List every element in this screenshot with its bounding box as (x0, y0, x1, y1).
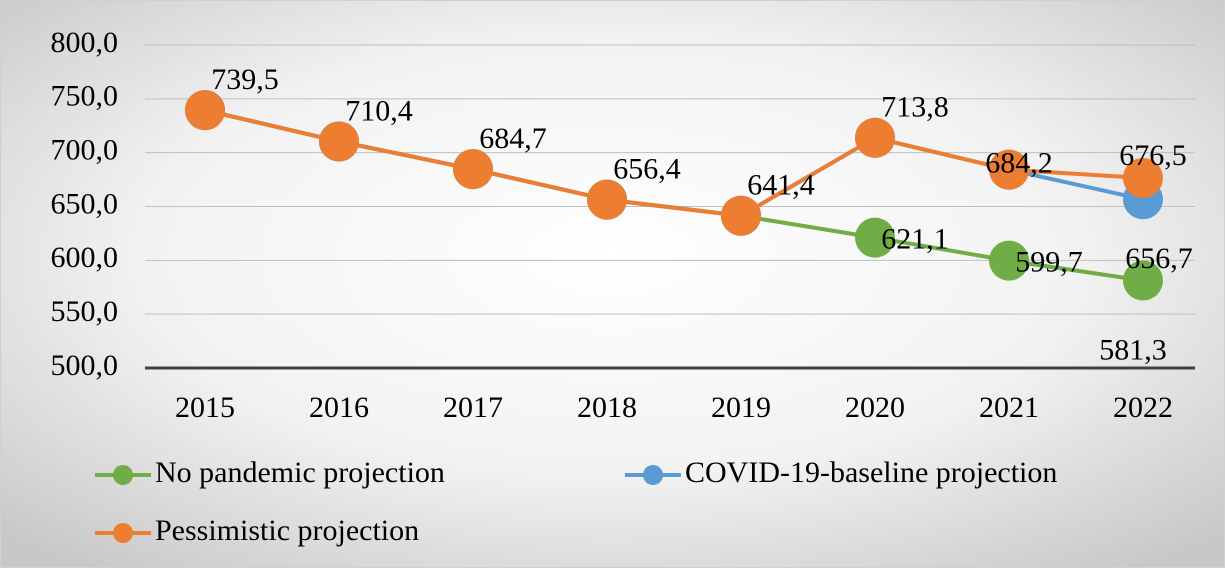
data-label: 710,4 (345, 94, 413, 127)
x-tick-label: 2017 (443, 391, 503, 424)
data-label: 641,4 (747, 169, 815, 202)
marker (989, 149, 1029, 190)
x-tick-label: 2021 (979, 391, 1039, 424)
marker (453, 149, 493, 190)
x-tick-label: 2020 (845, 391, 905, 424)
y-tick-label: 800,0 (51, 26, 119, 59)
legend-label: No pandemic projection (155, 456, 445, 489)
data-label: 656,4 (613, 152, 681, 185)
marker (587, 179, 627, 220)
x-tick-label: 2015 (175, 391, 235, 424)
y-tick-label: 500,0 (51, 349, 119, 382)
x-tick-label: 2022 (1113, 391, 1173, 424)
marker (855, 117, 895, 158)
y-tick-label: 750,0 (51, 80, 119, 113)
y-tick-label: 550,0 (51, 295, 119, 328)
marker (1123, 260, 1163, 301)
marker (721, 195, 761, 236)
marker (319, 121, 359, 162)
data-label: 739,5 (211, 63, 279, 96)
data-label: 656,7 (1125, 242, 1193, 275)
marker (185, 90, 225, 131)
marker (1123, 157, 1163, 198)
y-tick-label: 700,0 (51, 134, 119, 167)
data-label: 581,3 (1099, 333, 1167, 366)
legend-swatch-marker (113, 465, 133, 485)
data-label: 621,1 (881, 223, 949, 256)
legend-label: COVID-19-baseline projection (685, 456, 1057, 489)
x-tick-label: 2016 (309, 391, 369, 424)
data-label: 684,7 (479, 122, 547, 155)
legend-swatch-marker (113, 523, 133, 543)
data-label: 713,8 (881, 91, 949, 124)
y-tick-label: 600,0 (51, 241, 119, 274)
legend-swatch-marker (643, 465, 663, 485)
x-tick-label: 2018 (577, 391, 637, 424)
x-tick-label: 2019 (711, 391, 771, 424)
data-label: 676,5 (1119, 139, 1187, 172)
series-line (204, 108, 1144, 218)
data-label: 684,2 (985, 147, 1053, 180)
marker (855, 217, 895, 258)
y-tick-label: 650,0 (51, 187, 119, 220)
legend-label: Pessimistic projection (155, 514, 419, 547)
marker (989, 240, 1029, 281)
data-label: 599,7 (1015, 246, 1083, 279)
